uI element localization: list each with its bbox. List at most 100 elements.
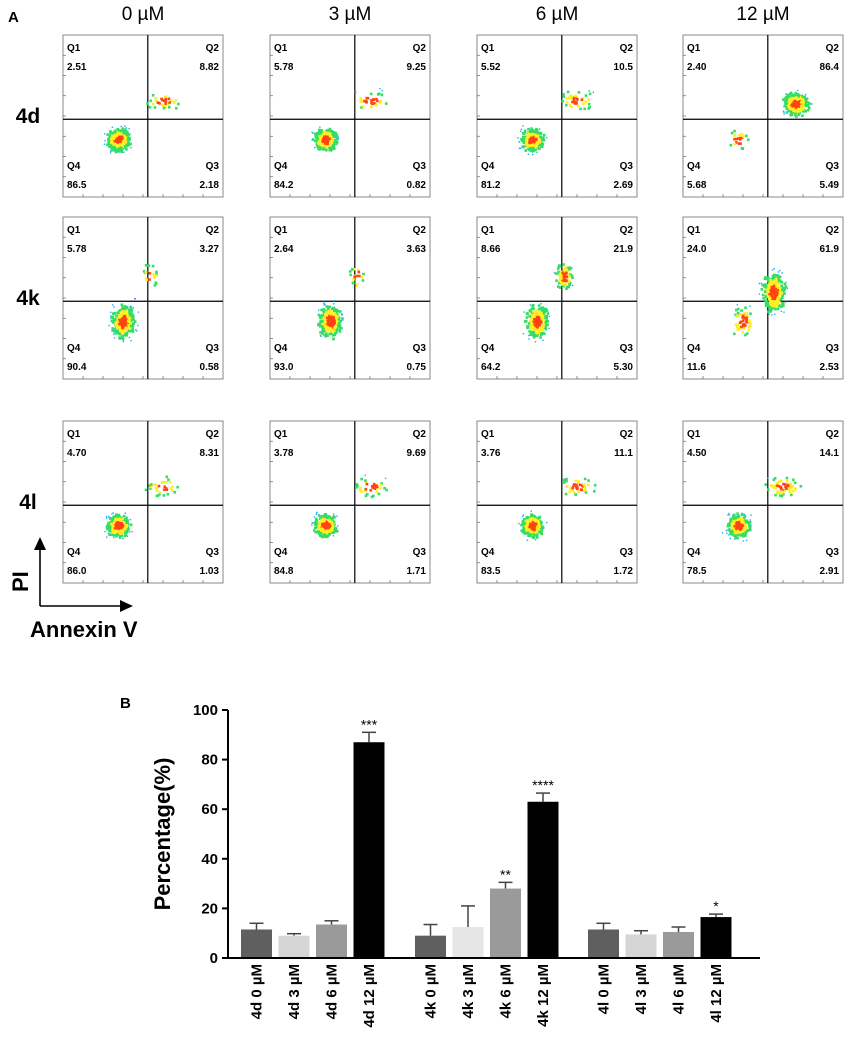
q2-value: 10.5: [614, 62, 634, 73]
q2-value: 61.9: [820, 244, 840, 255]
q3-label: Q3: [826, 161, 840, 172]
q1-label: Q1: [274, 225, 288, 236]
row-label: 4d: [16, 105, 41, 128]
bar: [490, 888, 521, 958]
significance-label: *: [713, 898, 719, 914]
q3-label: Q3: [620, 161, 634, 172]
q1-value: 5.78: [67, 244, 87, 255]
q2-label: Q2: [620, 429, 634, 440]
flow-axis-key: PI Annexin V: [8, 537, 138, 642]
q1-label: Q1: [481, 429, 495, 440]
q2-value: 8.31: [200, 448, 220, 459]
bar: [452, 927, 484, 958]
x-tick-label: 4d 6 µM: [324, 964, 341, 1019]
flow-plot: Q1 3.78 Q2 9.69 Q4 84.8 Q3 1.71: [269, 420, 431, 584]
flow-plot: Q1 2.40 Q2 86.4 Q4 5.68 Q3 5.49: [682, 34, 844, 198]
q2-value: 86.4: [820, 62, 840, 73]
q3-value: 0.82: [407, 180, 427, 191]
bar: [278, 935, 310, 958]
x-tick-label: 4d 3 µM: [286, 964, 303, 1019]
y-axis-title: Percentage(%): [150, 758, 175, 911]
column-header: 0 µM: [122, 4, 165, 25]
q1-label: Q1: [274, 43, 288, 54]
panel-a-label: A: [8, 9, 19, 26]
q4-value: 84.8: [274, 566, 294, 577]
q2-value: 8.82: [200, 62, 220, 73]
row-label: 4k: [16, 287, 40, 310]
q3-label: Q3: [206, 161, 220, 172]
q2-label: Q2: [620, 43, 634, 54]
flow-plot: Q1 8.66 Q2 21.9 Q4 64.2 Q3 5.30: [476, 216, 638, 380]
q4-label: Q4: [67, 161, 81, 172]
row-label: 4l: [19, 491, 37, 514]
q1-value: 2.40: [687, 62, 707, 73]
q2-label: Q2: [206, 429, 220, 440]
flow-plot: Q1 5.78 Q2 3.27 Q4 90.4 Q3 0.58: [62, 216, 224, 380]
bar: [415, 935, 446, 958]
flow-plot: Q1 4.70 Q2 8.31 Q4 86.0 Q3 1.03: [62, 420, 224, 584]
flow-plot: Q1 2.51 Q2 8.82 Q4 86.5 Q3 2.18: [62, 34, 224, 198]
q2-value: 14.1: [820, 448, 840, 459]
bar: [588, 929, 619, 958]
y-tick-label: 100: [193, 702, 218, 719]
q2-label: Q2: [413, 429, 427, 440]
q2-label: Q2: [206, 225, 220, 236]
x-tick-label: 4l 12 µM: [708, 964, 725, 1023]
q1-label: Q1: [67, 43, 81, 54]
q1-value: 4.50: [687, 448, 707, 459]
y-tick-label: 40: [201, 851, 218, 868]
q4-label: Q4: [687, 547, 701, 558]
q4-label: Q4: [687, 161, 701, 172]
q3-label: Q3: [620, 547, 634, 558]
q3-value: 0.58: [200, 362, 220, 373]
arrow-right-icon: [120, 600, 133, 612]
q1-label: Q1: [481, 225, 495, 236]
q4-label: Q4: [274, 343, 288, 354]
q4-value: 84.2: [274, 180, 294, 191]
q1-value: 2.51: [67, 62, 87, 73]
q2-value: 3.27: [200, 244, 220, 255]
flow-plot: Q1 24.0 Q2 61.9 Q4 11.6 Q3 2.53: [682, 216, 844, 380]
y-tick-label: 60: [201, 801, 218, 818]
q4-value: 86.0: [67, 566, 87, 577]
q4-value: 81.2: [481, 180, 501, 191]
q4-label: Q4: [481, 161, 495, 172]
q3-value: 1.71: [407, 566, 427, 577]
bar: [700, 917, 732, 958]
q4-label: Q4: [67, 547, 81, 558]
q1-label: Q1: [67, 429, 81, 440]
significance-label: **: [500, 866, 511, 882]
q1-value: 5.78: [274, 62, 294, 73]
q3-value: 5.30: [614, 362, 634, 373]
q3-label: Q3: [826, 547, 840, 558]
q1-value: 2.64: [274, 244, 294, 255]
q3-value: 2.18: [200, 180, 220, 191]
q1-value: 3.78: [274, 448, 294, 459]
q1-value: 4.70: [67, 448, 87, 459]
x-tick-label: 4d 0 µM: [249, 964, 266, 1019]
q4-value: 78.5: [687, 566, 707, 577]
q2-label: Q2: [413, 225, 427, 236]
y-tick-label: 20: [201, 900, 218, 917]
q1-label: Q1: [274, 429, 288, 440]
significance-label: ****: [532, 777, 554, 793]
q2-label: Q2: [826, 225, 840, 236]
q1-value: 5.52: [481, 62, 501, 73]
x-tick-label: 4d 12 µM: [361, 964, 378, 1028]
q4-value: 5.68: [687, 180, 707, 191]
q2-label: Q2: [826, 43, 840, 54]
q3-value: 2.69: [614, 180, 634, 191]
x-tick-label: 4l 3 µM: [633, 964, 650, 1014]
pi-axis-label: PI: [8, 571, 33, 592]
q3-label: Q3: [413, 547, 427, 558]
q2-value: 11.1: [614, 448, 633, 459]
q3-value: 1.03: [200, 566, 220, 577]
q4-label: Q4: [274, 161, 288, 172]
arrow-up-icon: [34, 537, 46, 550]
q3-label: Q3: [413, 161, 427, 172]
bar: [353, 742, 385, 958]
q3-label: Q3: [206, 547, 220, 558]
q1-label: Q1: [687, 429, 701, 440]
y-tick-label: 80: [201, 752, 218, 769]
